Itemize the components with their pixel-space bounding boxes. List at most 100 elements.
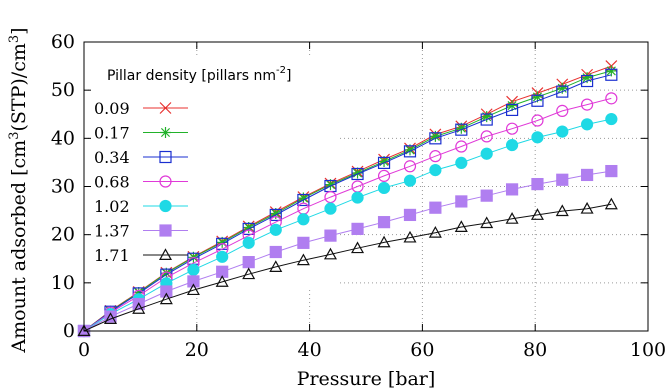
series-line (83, 203, 612, 332)
legend-marker (159, 199, 172, 213)
data-point (187, 263, 200, 276)
data-point (296, 253, 310, 266)
data-point (297, 213, 310, 226)
data-point (242, 256, 255, 269)
data-point (160, 285, 173, 298)
y-tick-label: 50 (51, 79, 75, 101)
data-point (403, 145, 417, 158)
data-point (531, 94, 544, 107)
data-point (556, 85, 569, 98)
y-tick-label: 60 (51, 31, 75, 53)
data-point (269, 223, 282, 236)
legend-background (90, 56, 340, 288)
data-point (480, 113, 493, 126)
data-point (506, 100, 518, 112)
data-point (455, 122, 467, 134)
legend-entry: 0.17 (94, 124, 188, 143)
data-point (580, 98, 594, 111)
data-point (605, 65, 617, 77)
legend-marker (158, 248, 173, 260)
data-point (377, 156, 391, 169)
data-point (324, 179, 336, 191)
data-point (378, 155, 390, 167)
data-point (580, 201, 594, 214)
data-point (480, 130, 493, 143)
legend-label: 1.02 (94, 197, 130, 216)
data-point (216, 250, 229, 263)
series-0.17 (78, 65, 617, 337)
data-point (242, 236, 255, 249)
data-point (480, 216, 494, 229)
data-point (580, 118, 594, 131)
data-point (77, 324, 91, 336)
data-point (556, 173, 569, 186)
data-point (531, 177, 544, 191)
data-point (215, 275, 229, 287)
data-point (580, 168, 594, 182)
data-point (377, 216, 391, 229)
legend-marker (159, 175, 172, 188)
data-point (505, 212, 519, 224)
data-point (269, 260, 283, 272)
data-point (555, 204, 569, 217)
data-point (297, 193, 310, 207)
y-tick-label: 20 (51, 224, 75, 246)
data-point (604, 197, 618, 210)
data-point (270, 207, 282, 219)
data-point (455, 195, 468, 208)
data-point (377, 169, 391, 183)
x-tick-label: 60 (410, 339, 434, 361)
data-point (531, 91, 543, 103)
data-point (132, 302, 146, 314)
data-point (605, 164, 618, 178)
data-point (531, 131, 544, 144)
y-tick-label: 40 (51, 127, 75, 149)
series-1.71 (77, 197, 618, 336)
data-point (324, 202, 337, 215)
series-0.34 (77, 68, 618, 338)
data-point (403, 208, 417, 222)
data-point (556, 82, 568, 94)
y-tick-label: 0 (63, 320, 75, 342)
data-point (428, 226, 442, 238)
data-point (351, 167, 364, 181)
legend-label: 1.37 (94, 222, 130, 241)
data-point (403, 174, 417, 187)
x-axis-title: Pressure [bar] (297, 368, 436, 389)
legend-marker (160, 127, 171, 138)
data-point (404, 144, 416, 156)
data-point (429, 201, 442, 214)
series-layer (77, 60, 618, 338)
legend-marker (159, 102, 172, 114)
legend-label: 0.17 (94, 124, 130, 143)
data-point (580, 74, 594, 88)
data-point (505, 138, 519, 152)
data-point (187, 275, 200, 288)
data-point (455, 156, 468, 169)
data-point (454, 220, 468, 232)
legend-marker (159, 150, 172, 164)
legend-entry: 0.09 (94, 99, 188, 118)
legend-label: 0.68 (94, 173, 130, 192)
data-point (351, 241, 365, 254)
legend-label: 0.09 (94, 99, 130, 118)
data-point (377, 235, 391, 248)
data-point (455, 140, 468, 153)
legend-entry: 1.71 (94, 246, 188, 265)
data-point (455, 123, 468, 136)
data-point (581, 72, 593, 84)
legend-label: 0.34 (94, 148, 130, 167)
data-point (605, 68, 618, 81)
y-tick-label: 30 (51, 176, 75, 198)
data-point (605, 92, 618, 105)
data-point (352, 167, 364, 179)
legend-entry: 0.34 (94, 148, 188, 167)
data-point (242, 222, 255, 235)
data-point (297, 236, 310, 249)
axis-ticks: 0 20 40 60 80 100 0 10 20 30 40 50 60 (51, 31, 666, 361)
legend-title: Pillar density [pillars nm-2] (107, 65, 291, 84)
data-point (242, 267, 256, 280)
legend-label: 1.71 (94, 246, 130, 265)
